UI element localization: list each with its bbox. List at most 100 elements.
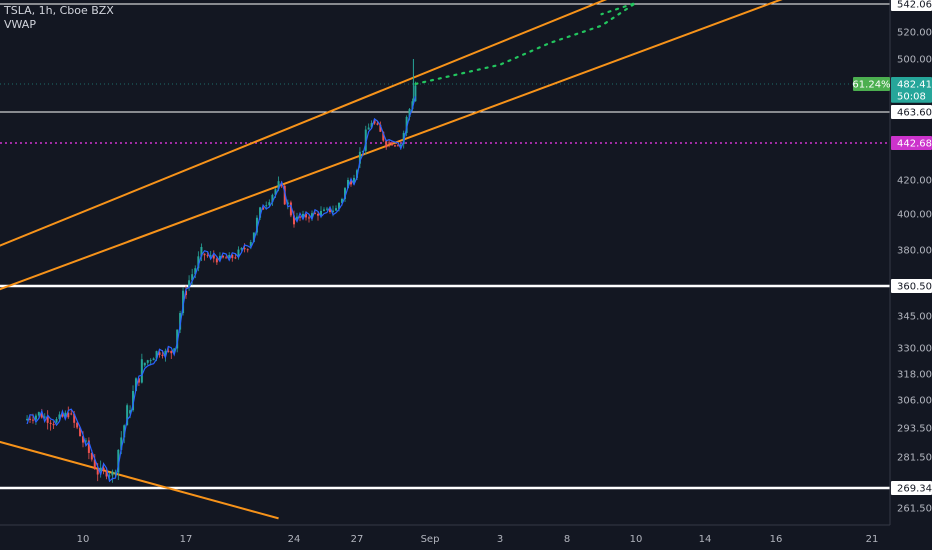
candle-body bbox=[188, 280, 191, 287]
candle-body bbox=[164, 350, 167, 356]
candle-body bbox=[179, 313, 182, 330]
candle-body bbox=[64, 412, 67, 417]
candle-body bbox=[246, 249, 249, 251]
candle-body bbox=[70, 413, 73, 415]
candle-body bbox=[185, 290, 187, 296]
candle-body bbox=[243, 248, 246, 250]
candle-body bbox=[286, 202, 289, 205]
candle-body bbox=[209, 255, 212, 257]
y-tick-label: 318.00 bbox=[897, 370, 932, 381]
candle-body bbox=[149, 360, 152, 362]
candle-body bbox=[146, 360, 149, 363]
candle-body bbox=[140, 359, 143, 383]
candle-body bbox=[396, 145, 399, 147]
candle-body bbox=[34, 415, 37, 420]
candle-body bbox=[231, 254, 234, 259]
candle-body bbox=[240, 248, 243, 250]
candle-body bbox=[326, 208, 328, 210]
price-label-box-top bbox=[891, 0, 932, 11]
y-tick-label: 520.00 bbox=[897, 28, 932, 39]
candle-body bbox=[152, 358, 155, 361]
candle-body bbox=[411, 101, 414, 110]
candle-body bbox=[283, 185, 286, 205]
candle-body bbox=[265, 205, 268, 207]
candle-body bbox=[49, 422, 52, 425]
chart-legend: TSLA, 1h, Cboe BZX VWAP bbox=[4, 4, 114, 32]
candle-body bbox=[29, 418, 32, 420]
candle-body bbox=[350, 180, 352, 185]
candle-body bbox=[102, 467, 105, 470]
candle-body bbox=[197, 256, 200, 269]
candle-body bbox=[167, 350, 170, 352]
candle-body bbox=[143, 362, 146, 366]
candle-body bbox=[99, 467, 102, 472]
candle-body bbox=[158, 352, 161, 355]
candle-body bbox=[117, 449, 120, 473]
price-label-box-sup2 bbox=[891, 481, 932, 495]
candle-body bbox=[249, 242, 252, 247]
candle-body bbox=[317, 214, 319, 216]
candle-body bbox=[173, 348, 176, 353]
candle-body bbox=[222, 255, 225, 258]
candle-body bbox=[67, 412, 70, 418]
candle-body bbox=[364, 129, 367, 151]
candle-body bbox=[58, 414, 61, 420]
candle-body bbox=[182, 290, 185, 314]
candle-body bbox=[43, 416, 46, 418]
candle-body bbox=[79, 427, 82, 437]
candle-body bbox=[314, 213, 316, 215]
candle-body bbox=[388, 142, 391, 144]
candle-body bbox=[61, 414, 64, 417]
candle-body bbox=[341, 198, 343, 203]
candle-body bbox=[335, 208, 337, 211]
candle-body bbox=[225, 257, 228, 259]
price-label-res: 463.60 bbox=[897, 108, 932, 119]
candle-body bbox=[155, 351, 158, 359]
change-badge: 61.24% bbox=[852, 80, 890, 91]
x-tick-label: 16 bbox=[770, 534, 783, 545]
price-label-box-res bbox=[891, 105, 932, 119]
candle-body bbox=[376, 123, 379, 125]
x-tick-label: 14 bbox=[699, 534, 712, 545]
candle-body bbox=[379, 124, 382, 132]
candle-body bbox=[361, 150, 364, 152]
x-tick-label: 21 bbox=[866, 534, 879, 545]
candle-body bbox=[393, 145, 396, 147]
y-tick-label: 293.50 bbox=[897, 424, 932, 435]
y-tick-label: 306.00 bbox=[897, 396, 932, 407]
price-label-sup1: 360.50 bbox=[897, 282, 932, 293]
price-label-countdown: 50:08 bbox=[897, 91, 926, 102]
candle-body bbox=[191, 274, 194, 281]
candle-body bbox=[268, 202, 271, 206]
projection-path bbox=[414, 1, 637, 86]
price-label-box-sup1 bbox=[891, 279, 932, 293]
candle-body bbox=[126, 405, 129, 426]
candle-body bbox=[344, 188, 346, 199]
candle-body bbox=[82, 436, 84, 443]
candle-body bbox=[123, 425, 126, 438]
candle-body bbox=[414, 85, 417, 102]
candle-body bbox=[296, 216, 298, 220]
price-label-box-mark bbox=[891, 136, 932, 150]
candle-body bbox=[105, 469, 108, 477]
candle-body bbox=[293, 215, 295, 225]
y-tick-label: 345.00 bbox=[897, 312, 932, 323]
candle-body bbox=[259, 207, 262, 218]
price-label-top: 542.06 bbox=[897, 0, 932, 11]
candle-body bbox=[353, 177, 355, 185]
candle-body bbox=[212, 255, 215, 259]
candle-body bbox=[137, 378, 140, 383]
candle-body bbox=[391, 142, 394, 146]
indicator-label[interactable]: VWAP bbox=[4, 18, 36, 31]
candle-body bbox=[277, 181, 280, 190]
candle-body bbox=[203, 253, 206, 256]
candle-body bbox=[26, 418, 29, 421]
candle-body bbox=[237, 249, 240, 258]
candle-body bbox=[215, 258, 218, 263]
symbol-label[interactable]: TSLA, 1h, Cboe BZX bbox=[4, 4, 114, 17]
candle-body bbox=[206, 255, 209, 257]
candle-body bbox=[358, 151, 361, 164]
candle-body bbox=[302, 213, 304, 218]
